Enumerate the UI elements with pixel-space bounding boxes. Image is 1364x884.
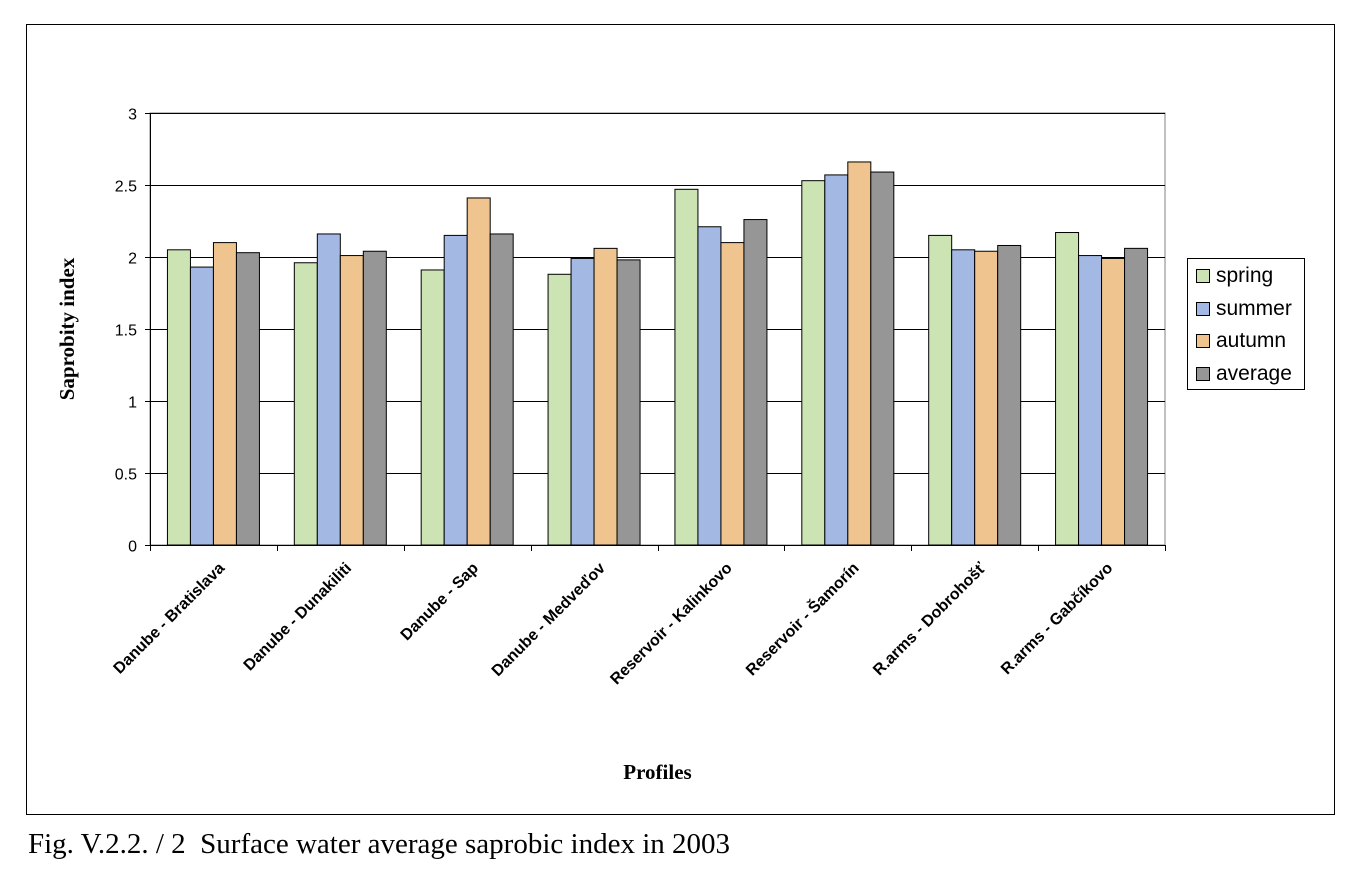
x-tick-label: R.arms - Dobrohošť <box>870 560 990 680</box>
x-axis-title: Profiles <box>623 760 691 784</box>
bar-spring <box>547 273 572 546</box>
bar-autumn <box>212 242 237 546</box>
bar-summer <box>189 266 214 546</box>
bar-summer <box>951 249 976 546</box>
bar-average <box>743 219 768 546</box>
x-tick-label: Reservoir - Šamorín <box>742 558 863 679</box>
legend-label: autumn <box>1216 329 1287 352</box>
bar-summer <box>697 226 722 546</box>
legend-item-autumn: autumn <box>1196 327 1286 355</box>
y-tick-label: 0.5 <box>115 467 137 484</box>
legend-swatch <box>1196 301 1210 316</box>
bar-spring <box>1055 232 1080 546</box>
bar-autumn <box>720 242 745 546</box>
legend-label: spring <box>1216 264 1274 287</box>
legend-label: average <box>1216 361 1292 385</box>
legend-label: summer <box>1216 296 1292 320</box>
bar-summer <box>570 257 595 546</box>
bar-autumn <box>466 197 491 546</box>
legend-item-summer: summer <box>1196 295 1292 323</box>
bar-average <box>997 244 1022 546</box>
bar-average <box>489 233 514 546</box>
bar-average <box>870 171 895 546</box>
legend-item-spring: spring <box>1196 262 1273 290</box>
chart-frame: 0 0.5 1 1.5 2 2.5 3 Danube - Bratislava Danube -… <box>26 24 1335 815</box>
legend-swatch <box>1196 366 1210 381</box>
y-tick-label: 1.5 <box>115 323 137 340</box>
bar-summer <box>824 174 849 546</box>
bar-spring <box>674 188 699 546</box>
bar-spring <box>166 249 191 546</box>
bar-autumn <box>593 247 618 546</box>
x-tick-label: Danube - Sap <box>398 560 482 644</box>
x-tick-label: Danube - Medveďov <box>489 560 609 680</box>
bar-spring <box>293 262 318 546</box>
legend-item-average: average <box>1196 360 1292 388</box>
bar-autumn <box>1101 257 1126 546</box>
legend-swatch <box>1196 269 1210 283</box>
x-tick-label: Danube - Dunakiliti <box>241 560 355 674</box>
y-tick-label: 3 <box>128 107 137 124</box>
x-tick-label: R.arms - Gabčíkovo <box>998 560 1116 678</box>
x-tick-label: Danube - Bratislava <box>111 560 229 678</box>
bar-spring <box>801 180 826 546</box>
y-tick-label: 0 <box>128 539 137 556</box>
bar-average <box>235 252 260 546</box>
legend-swatch <box>1196 334 1210 348</box>
bar-spring <box>928 234 953 546</box>
x-tick-label: Reservoir - Kalinkovo <box>607 560 736 689</box>
bar-autumn <box>339 255 364 546</box>
bar-average <box>616 259 641 546</box>
bar-autumn <box>847 161 872 546</box>
bar-average <box>362 250 387 546</box>
figure-caption: Fig. V.2.2. / 2 Surface water average sa… <box>28 828 731 860</box>
bar-spring <box>420 269 445 546</box>
bar-summer <box>316 233 341 546</box>
bar-summer <box>443 234 468 546</box>
y-tick-label: 2 <box>128 251 137 268</box>
y-axis-title: Saprobity index <box>55 257 79 400</box>
bar-summer <box>1078 255 1103 546</box>
chart-legend: spring summer autumn average <box>1187 258 1305 390</box>
y-tick-label: 2.5 <box>115 179 137 196</box>
y-tick-label: 1 <box>128 395 137 412</box>
bar-autumn <box>974 250 999 546</box>
bar-average <box>1124 247 1149 546</box>
